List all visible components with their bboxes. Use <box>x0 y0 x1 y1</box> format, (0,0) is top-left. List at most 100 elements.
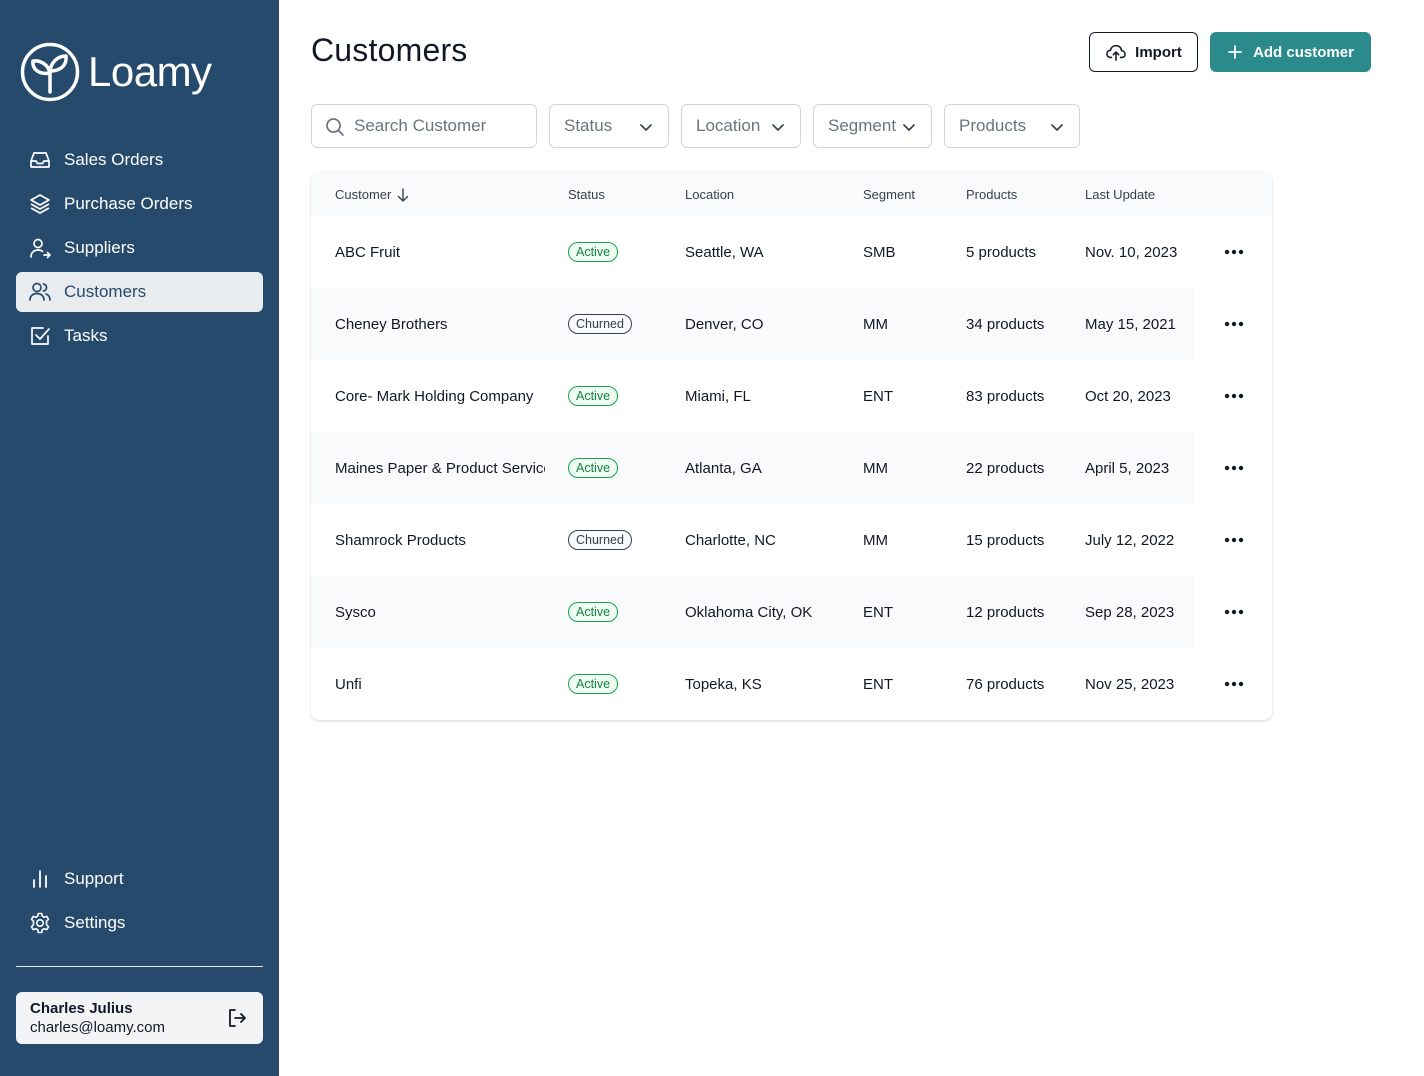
nav-label: Settings <box>64 913 126 932</box>
cell-products: 83 products <box>966 387 1045 405</box>
status-filter-label: Status <box>564 116 613 135</box>
location-filter[interactable]: Location <box>681 104 801 148</box>
nav-item-support[interactable]: Support <box>16 859 263 899</box>
cell-status: Churned <box>568 288 668 360</box>
cell-customer: Shamrock Products <box>335 531 466 549</box>
column-header-status[interactable]: Status <box>568 187 605 202</box>
table-row[interactable]: Shamrock Products Charlotte, NC MM 15 produ… <box>311 504 1272 576</box>
layers-icon <box>28 192 52 216</box>
chevron-down-icon <box>772 124 784 131</box>
cell-products: 15 products <box>966 531 1045 549</box>
cell-segment: ENT <box>863 603 893 621</box>
row-actions-button[interactable] <box>1195 432 1272 504</box>
cell-location: Topeka, KS <box>685 675 762 693</box>
cloud-upload-icon <box>1106 44 1127 61</box>
logout-icon[interactable] <box>225 1006 249 1030</box>
products-filter[interactable]: Products <box>944 104 1080 148</box>
nav-label: Purchase Orders <box>64 194 193 213</box>
more-horizontal-icon <box>1224 321 1243 327</box>
chevron-down-icon <box>1051 124 1063 131</box>
nav-item-purchase-orders[interactable]: Purchase Orders <box>16 184 263 224</box>
column-header-location[interactable]: Location <box>685 187 734 202</box>
status-badge: Churned <box>568 530 632 550</box>
cell-last-update: Nov 25, 2023 <box>1085 675 1175 693</box>
column-header-last-update[interactable]: Last Update <box>1085 187 1155 202</box>
search-field <box>311 104 537 148</box>
cell-last-update: Nov. 10, 2023 <box>1085 243 1178 261</box>
cell-customer: ABC Fruit <box>335 243 401 261</box>
row-actions-button[interactable] <box>1195 504 1272 576</box>
cell-segment: SMB <box>863 243 896 261</box>
cell-last-update: Oct 20, 2023 <box>1085 387 1171 405</box>
row-actions-button[interactable] <box>1195 288 1272 360</box>
nav-label: Sales Orders <box>64 150 164 169</box>
row-actions-button[interactable] <box>1195 216 1272 288</box>
import-button[interactable]: Import <box>1089 32 1198 72</box>
row-actions-button[interactable] <box>1195 648 1272 720</box>
cell-status: Active <box>568 216 668 288</box>
cell-customer: Sysco <box>335 603 376 621</box>
cell-status: Active <box>568 432 668 504</box>
table-row[interactable]: Core- Mark Holding Company Miami, FL ENT 83… <box>311 360 1272 432</box>
nav-label: Customers <box>64 282 147 301</box>
cell-location: Oklahoma City, OK <box>685 603 813 621</box>
sidebar: Loamy Sales Orders Purchase Orders Suppl… <box>0 0 279 1076</box>
cell-location: Charlotte, NC <box>685 531 776 549</box>
page-title: Customers <box>311 32 468 68</box>
status-badge: Active <box>568 242 619 262</box>
cell-customer: Unfi <box>335 675 362 693</box>
cell-customer: Core- Mark Holding Company <box>335 387 534 405</box>
brand-name: Loamy <box>88 48 212 95</box>
cell-products: 5 products <box>966 243 1037 261</box>
nav-item-customers[interactable]: Customers <box>16 272 263 312</box>
chevron-down-icon <box>903 124 915 131</box>
column-label: Status <box>568 187 605 202</box>
row-actions-button[interactable] <box>1195 360 1272 432</box>
sort-arrow-down-icon <box>398 187 409 202</box>
nav-item-suppliers[interactable]: Suppliers <box>16 228 263 268</box>
more-horizontal-icon <box>1224 465 1243 471</box>
segment-filter[interactable]: Segment <box>813 104 932 148</box>
search-input[interactable] <box>354 116 524 136</box>
table-row[interactable]: Cheney Brothers Denver, CO MM 34 products Ma… <box>311 288 1272 360</box>
status-badge: Active <box>568 458 619 478</box>
bar-chart-icon <box>28 867 52 891</box>
products-filter-label: Products <box>959 116 1027 135</box>
user-arrow-icon <box>28 236 52 260</box>
cell-customer: Maines Paper & Product Service <box>335 459 545 477</box>
column-header-customer[interactable]: Customer <box>335 187 409 202</box>
search-icon <box>326 118 344 136</box>
brand-logo[interactable]: Loamy <box>20 42 212 102</box>
cell-customer: Cheney Brothers <box>335 315 448 333</box>
cell-status: Active <box>568 576 668 648</box>
more-horizontal-icon <box>1224 393 1243 399</box>
chevron-down-icon <box>640 124 652 131</box>
nav-item-settings[interactable]: Settings <box>16 903 263 943</box>
status-filter[interactable]: Status <box>549 104 669 148</box>
cell-segment: ENT <box>863 387 893 405</box>
column-header-segment[interactable]: Segment <box>863 187 915 202</box>
table-row[interactable]: Maines Paper & Product Service Atlanta, G… <box>311 432 1272 504</box>
nav-item-sales-orders[interactable]: Sales Orders <box>16 140 263 180</box>
cell-segment: MM <box>863 531 888 549</box>
user-email: charles@loamy.com <box>30 1019 165 1036</box>
row-actions-button[interactable] <box>1195 576 1272 648</box>
column-header-products[interactable]: Products <box>966 187 1017 202</box>
cell-last-update: April 5, 2023 <box>1085 459 1170 477</box>
cell-status: Churned <box>568 504 668 576</box>
cell-products: 34 products <box>966 315 1045 333</box>
inbox-icon <box>28 148 52 172</box>
column-label: Segment <box>863 187 916 202</box>
nav-item-tasks[interactable]: Tasks <box>16 316 263 356</box>
status-badge: Active <box>568 386 619 406</box>
table-row[interactable]: ABC Fruit Seattle, WA SMB 5 products Nov. 10… <box>311 216 1272 288</box>
table-row[interactable]: Unfi Topeka, KS ENT 76 products Nov 25, 2023… <box>311 648 1272 720</box>
add-customer-button[interactable]: Add customer <box>1210 32 1371 72</box>
nav-label: Support <box>64 869 124 888</box>
column-label: Last Update <box>1085 187 1156 202</box>
nav-label: Suppliers <box>64 238 135 257</box>
cell-segment: ENT <box>863 675 893 693</box>
table-row[interactable]: Sysco Oklahoma City, OK ENT 12 products Sep … <box>311 576 1272 648</box>
nav-label: Tasks <box>64 326 108 345</box>
plus-icon <box>1228 45 1242 59</box>
